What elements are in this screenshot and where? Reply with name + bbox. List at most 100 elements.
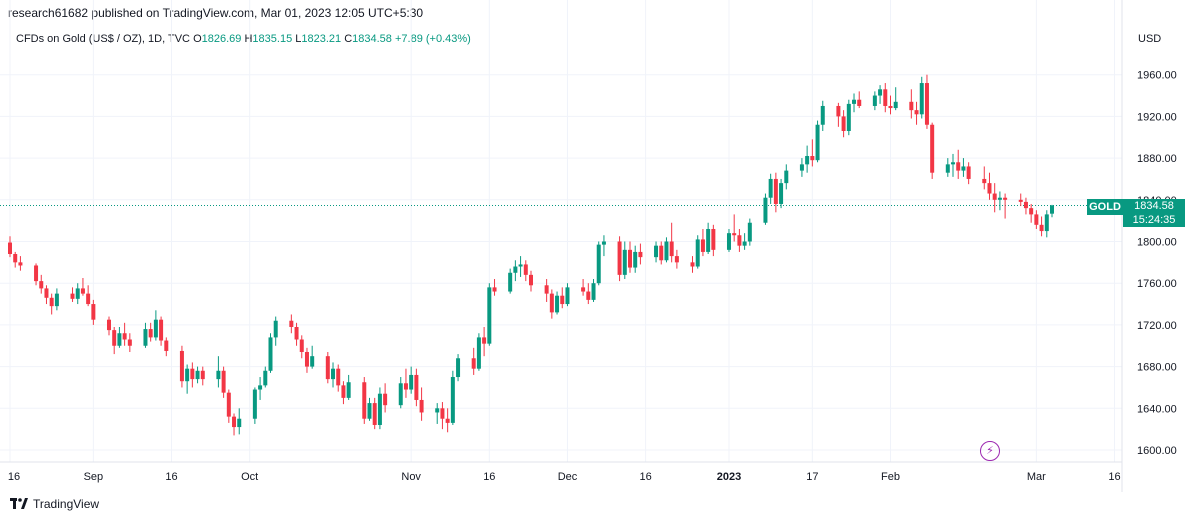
high-label: H (244, 33, 253, 45)
candle-down (617, 241, 622, 275)
candle-down (690, 262, 695, 267)
candle-down (700, 239, 705, 252)
close-value: 1834.58 (352, 33, 392, 45)
candle-up (878, 89, 883, 96)
candle-down (560, 295, 565, 305)
candle-up (1050, 205, 1054, 214)
candle-up (695, 239, 700, 267)
x-tick-label: Dec (558, 471, 578, 483)
candle-up (435, 408, 440, 413)
y-tick-label: 1920.00 (1137, 111, 1177, 123)
x-tick-label: 16 (1108, 471, 1120, 483)
candle-down (232, 416, 237, 428)
candle-up (997, 197, 1002, 200)
candle-down (13, 254, 18, 263)
candle-down (44, 288, 49, 298)
candle-up (763, 197, 768, 223)
candle-up (258, 385, 263, 390)
candle-up (117, 333, 122, 346)
footer-brand-label: TradingView (33, 497, 100, 511)
candle-up (726, 233, 731, 250)
candle-down (1034, 214, 1039, 225)
open-value: 1826.69 (201, 33, 242, 45)
candle-down (529, 274, 533, 286)
candle-down (362, 382, 367, 419)
candle-up (768, 178, 773, 198)
candle-down (34, 265, 39, 282)
candle-up (195, 370, 200, 380)
close-label: C (344, 33, 353, 45)
candle-up (633, 251, 638, 268)
candle-down (419, 399, 424, 413)
candle-down (1023, 201, 1028, 209)
candle-down (914, 110, 919, 115)
candle-down (91, 304, 96, 320)
candle-up (622, 249, 627, 275)
candle-up (664, 241, 669, 261)
candle-down (179, 350, 184, 382)
high-value: 1835.15 (252, 33, 293, 45)
y-tick-label: 1600.00 (1137, 445, 1177, 457)
candle-up (747, 222, 752, 242)
candle-down (581, 287, 586, 292)
candle-down (39, 281, 44, 289)
candle-down (403, 383, 408, 390)
candle-down (383, 393, 388, 406)
candle-up (513, 266, 518, 273)
x-tick-label: 16 (483, 471, 495, 483)
bar-countdown: 15:24:35 (1132, 214, 1176, 226)
candle-up (596, 244, 601, 284)
candle-up (237, 418, 242, 428)
candle-down (930, 124, 935, 173)
candle-down (299, 339, 304, 353)
candle-up (893, 101, 898, 109)
y-tick-label: 1800.00 (1137, 237, 1177, 249)
candle-up (591, 283, 596, 300)
symbol-title: CFDs on Gold (US$ / OZ), 1D, TVC (16, 33, 191, 45)
candle-down (492, 287, 497, 292)
candle-down (549, 293, 554, 313)
candle-down (200, 370, 205, 380)
lightning-icon[interactable]: ⚡ (980, 441, 1000, 461)
candle-down (732, 233, 737, 236)
candle-down (164, 340, 169, 351)
y-tick-label: 1880.00 (1137, 153, 1177, 165)
candle-up (487, 287, 492, 344)
candle-up (846, 103, 851, 131)
candle-down (445, 418, 450, 423)
candle-down (86, 293, 91, 305)
currency-label: USD (1138, 33, 1162, 45)
candle-down (841, 116, 846, 131)
candle-down (18, 262, 23, 266)
candle-down (586, 291, 591, 300)
candle-down (523, 264, 528, 275)
candle-up (805, 156, 810, 165)
candle-down (440, 408, 445, 419)
x-tick-label: Mar (1027, 471, 1046, 483)
candle-up (75, 288, 80, 299)
candle-down (226, 392, 231, 417)
candle-up (273, 320, 278, 338)
candle-up (784, 170, 789, 184)
candle-up (820, 105, 825, 125)
candle-up (331, 368, 336, 380)
candle-down (336, 368, 341, 386)
candle-up (951, 162, 956, 165)
candle-down (544, 285, 549, 294)
candle-up (654, 245, 659, 258)
candle-down (924, 83, 929, 125)
candle-up (919, 83, 924, 115)
candle-down (773, 178, 778, 204)
last-price-badge: 1834.58 15:24:35 (1123, 199, 1185, 227)
change-value: +7.89 (+0.43%) (394, 33, 471, 45)
candle-up (706, 228, 711, 252)
y-tick-label: 1720.00 (1137, 320, 1177, 332)
candle-up (409, 374, 414, 390)
candle-down (70, 293, 75, 299)
candle-up (216, 370, 221, 380)
footer-brand[interactable]: TradingView (10, 497, 99, 511)
candle-down (122, 333, 127, 340)
tradingview-logo-icon (10, 498, 28, 509)
candle-down (471, 358, 476, 369)
